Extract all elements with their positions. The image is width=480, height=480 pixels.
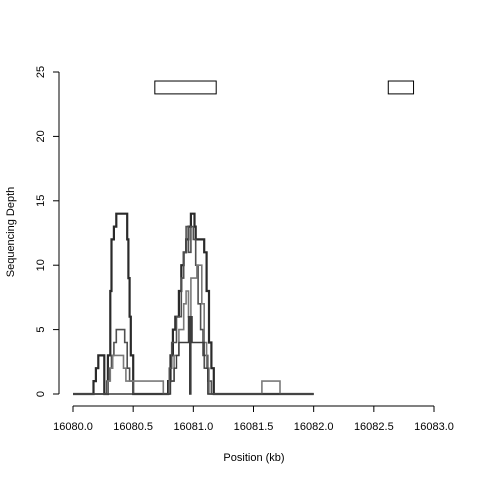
- y-axis-title: Sequencing Depth: [5, 187, 17, 278]
- depth-series-line-1: [73, 212, 314, 396]
- x-tick-label: 16082.5: [354, 421, 394, 433]
- annotation-box: [154, 80, 217, 95]
- depth-series-line-2: [73, 225, 314, 395]
- depth-series-line-4: [73, 316, 314, 395]
- x-tick-label: 16083.0: [414, 421, 454, 433]
- x-tick-label: 16082.0: [294, 421, 334, 433]
- x-tick-label: 16080.0: [53, 421, 93, 433]
- x-tick-label: 16081.5: [234, 421, 274, 433]
- y-tick-label: 20: [35, 130, 47, 142]
- x-axis-title: Position (kb): [223, 452, 284, 464]
- x-tick-label: 16080.5: [113, 421, 153, 433]
- y-tick-label: 5: [35, 327, 47, 333]
- series-layer: [73, 212, 314, 396]
- y-tick-label: 25: [35, 66, 47, 78]
- annotation-box: [387, 80, 415, 95]
- y-tick-label: 10: [35, 259, 47, 271]
- x-tick-label: 16081.0: [173, 421, 213, 433]
- y-tick-label: 15: [35, 195, 47, 207]
- y-tick-label: 0: [35, 391, 47, 397]
- axis-layer: 16080.0 16080.5 16081.0 16081.5 16082.0 16082…: [35, 66, 454, 433]
- annotation-box-layer: [154, 80, 415, 95]
